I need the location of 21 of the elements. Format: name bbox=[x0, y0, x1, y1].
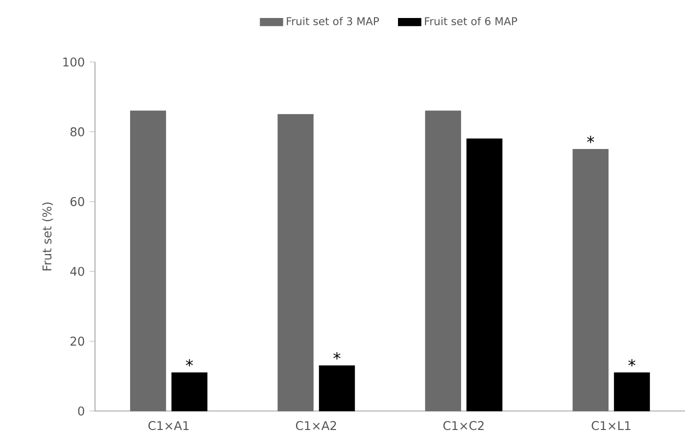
annotation: * bbox=[186, 359, 193, 366]
legend-label: Fruit set of 6 MAP bbox=[425, 16, 518, 26]
x-tick-label: C1×A2 bbox=[296, 421, 336, 430]
y-tick-label: 100 bbox=[63, 57, 84, 67]
bar bbox=[318, 365, 355, 412]
y-tick-label: 60 bbox=[70, 197, 84, 206]
y-tick-label: 80 bbox=[70, 127, 84, 136]
y-tick-label: 40 bbox=[70, 266, 84, 276]
x-tick-label: C1×L1 bbox=[592, 421, 630, 430]
annotation: * bbox=[628, 359, 636, 366]
y-axis-title: Frut set (%) bbox=[42, 202, 53, 270]
bar bbox=[614, 372, 650, 412]
y-tick-label: 20 bbox=[70, 336, 84, 346]
annotation: * bbox=[333, 352, 340, 360]
annotation: * bbox=[587, 136, 594, 144]
bar bbox=[171, 372, 208, 412]
bar bbox=[466, 138, 502, 412]
x-tick-label: C1×A1 bbox=[148, 421, 189, 430]
y-tick-label: 0 bbox=[78, 406, 84, 416]
legend-label: Fruit set of 3 MAP bbox=[286, 16, 379, 26]
x-tick-label: C1×C2 bbox=[443, 421, 484, 430]
